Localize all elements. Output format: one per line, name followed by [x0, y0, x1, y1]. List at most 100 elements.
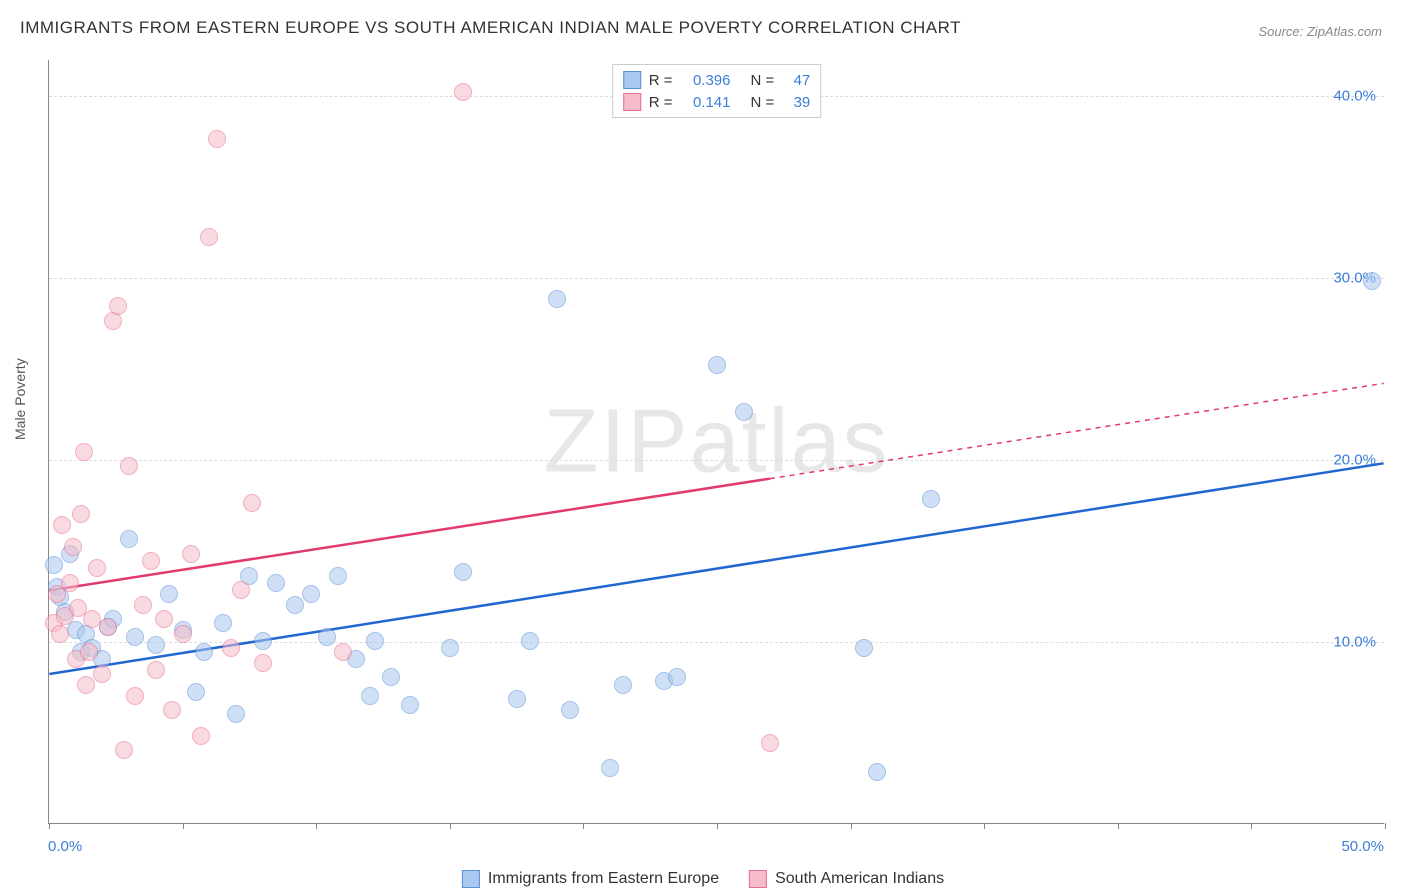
- x-tick: [1251, 823, 1252, 829]
- x-tick: [984, 823, 985, 829]
- legend-series: Immigrants from Eastern Europe South Amer…: [462, 870, 944, 888]
- data-point: [868, 763, 886, 781]
- data-point: [334, 643, 352, 661]
- data-point: [222, 639, 240, 657]
- data-point: [93, 665, 111, 683]
- source-credit: Source: ZipAtlas.com: [1258, 24, 1382, 39]
- data-point: [401, 696, 419, 714]
- legend-r-label: R =: [649, 72, 673, 89]
- data-point: [267, 574, 285, 592]
- data-point: [232, 581, 250, 599]
- data-point: [708, 356, 726, 374]
- legend-correlation-row: R = 0.141 N = 39: [623, 91, 811, 113]
- data-point: [51, 625, 69, 643]
- data-point: [227, 705, 245, 723]
- data-point: [75, 443, 93, 461]
- gridline: [49, 278, 1384, 279]
- legend-correlation-row: R =0.396N =47: [623, 69, 811, 91]
- data-point: [521, 632, 539, 650]
- data-point: [318, 628, 336, 646]
- data-point: [192, 727, 210, 745]
- data-point: [302, 585, 320, 603]
- data-point: [120, 530, 138, 548]
- y-axis-label: Male Poverty: [12, 358, 28, 440]
- data-point: [761, 734, 779, 752]
- data-point: [200, 228, 218, 246]
- data-point: [109, 297, 127, 315]
- x-tick: [1385, 823, 1386, 829]
- data-point: [126, 687, 144, 705]
- data-point: [286, 596, 304, 614]
- data-point: [120, 457, 138, 475]
- data-point: [208, 130, 226, 148]
- data-point: [508, 690, 526, 708]
- x-tick: [1118, 823, 1119, 829]
- data-point: [134, 596, 152, 614]
- legend-n-label: N =: [751, 94, 775, 111]
- y-tick-label: 40.0%: [1333, 88, 1376, 105]
- data-point: [61, 574, 79, 592]
- watermark: ZIPatlas: [543, 390, 889, 493]
- legend-series-item: Immigrants from Eastern Europe: [462, 870, 719, 888]
- data-point: [174, 625, 192, 643]
- data-point: [454, 563, 472, 581]
- data-point: [382, 668, 400, 686]
- data-point: [601, 759, 619, 777]
- x-tick: [316, 823, 317, 829]
- data-point: [548, 290, 566, 308]
- data-point: [361, 687, 379, 705]
- legend-correlation: R =0.396N =47R =0.141N =39: [612, 64, 822, 118]
- legend-r-value: 0.396: [681, 72, 731, 89]
- legend-swatch: [623, 93, 641, 111]
- chart-title: IMMIGRANTS FROM EASTERN EUROPE VS SOUTH …: [20, 18, 961, 38]
- data-point: [441, 639, 459, 657]
- data-point: [115, 741, 133, 759]
- data-point: [45, 556, 63, 574]
- legend-r-value: 0.141: [681, 94, 731, 111]
- gridline: [49, 460, 1384, 461]
- x-tick: [583, 823, 584, 829]
- legend-r-label: R =: [649, 94, 673, 111]
- legend-swatch: [749, 870, 767, 888]
- data-point: [187, 683, 205, 701]
- x-tick: [49, 823, 50, 829]
- data-point: [254, 654, 272, 672]
- legend-swatch: [462, 870, 480, 888]
- watermark-zip: ZIP: [543, 391, 689, 491]
- x-tick-label: 50.0%: [1341, 838, 1384, 855]
- data-point: [668, 668, 686, 686]
- data-point: [142, 552, 160, 570]
- plot-area: ZIPatlas 10.0%20.0%30.0%40.0% R =0.396N …: [48, 60, 1384, 824]
- data-point: [77, 676, 95, 694]
- y-tick-label: 20.0%: [1333, 452, 1376, 469]
- data-point: [195, 643, 213, 661]
- data-point: [243, 494, 261, 512]
- legend-n-label: N =: [751, 72, 775, 89]
- data-point: [163, 701, 181, 719]
- data-point: [64, 538, 82, 556]
- y-tick-label: 10.0%: [1333, 634, 1376, 651]
- data-point: [735, 403, 753, 421]
- legend-series-label: South American Indians: [775, 870, 944, 888]
- data-point: [454, 83, 472, 101]
- x-tick: [851, 823, 852, 829]
- data-point: [160, 585, 178, 603]
- data-point: [922, 490, 940, 508]
- data-point: [80, 643, 98, 661]
- data-point: [1363, 272, 1381, 290]
- data-point: [855, 639, 873, 657]
- data-point: [126, 628, 144, 646]
- x-tick: [450, 823, 451, 829]
- data-point: [155, 610, 173, 628]
- gridline: [49, 642, 1384, 643]
- watermark-atlas: atlas: [689, 391, 889, 491]
- data-point: [147, 636, 165, 654]
- data-point: [614, 676, 632, 694]
- data-point: [214, 614, 232, 632]
- legend-series-label: Immigrants from Eastern Europe: [488, 870, 719, 888]
- legend-n-value: 39: [782, 94, 810, 111]
- trend-lines: [49, 60, 1384, 823]
- data-point: [72, 505, 90, 523]
- legend-swatch: [623, 71, 641, 89]
- x-tick: [183, 823, 184, 829]
